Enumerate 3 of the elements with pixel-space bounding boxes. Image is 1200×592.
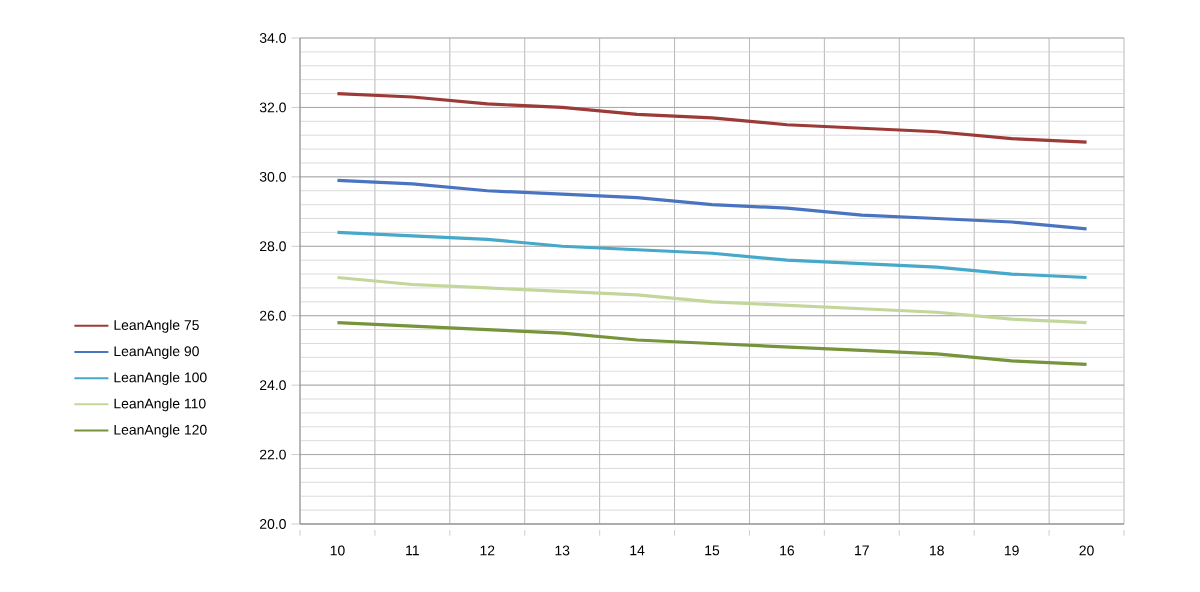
line-series	[335, 230, 1089, 280]
line-series	[335, 178, 1089, 231]
line-series	[335, 91, 1089, 144]
